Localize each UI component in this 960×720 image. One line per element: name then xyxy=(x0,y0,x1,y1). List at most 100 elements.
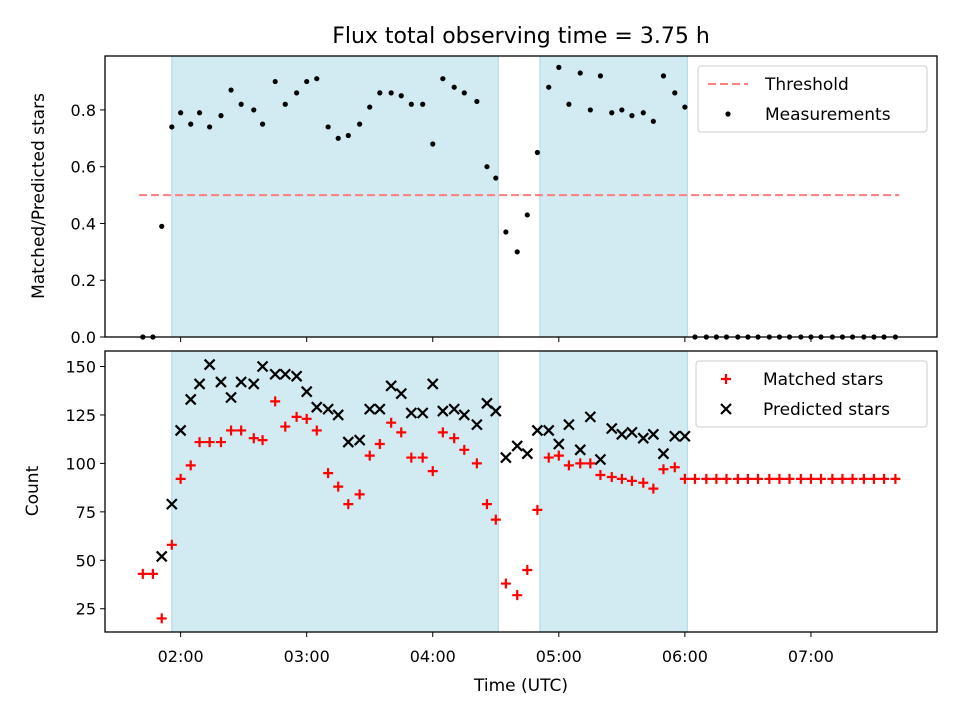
predicted-star-point xyxy=(215,376,227,388)
predicted-star-point xyxy=(184,393,197,406)
matched-star-point xyxy=(512,590,523,601)
measurement-point xyxy=(238,101,244,107)
measurement-point xyxy=(169,124,175,130)
predicted-star-point xyxy=(626,426,638,439)
matched-star-point xyxy=(847,473,858,484)
matched-star-point xyxy=(175,473,186,484)
measurement-point xyxy=(514,249,520,255)
matched-star-point xyxy=(449,433,460,444)
axes-frame xyxy=(104,55,938,338)
matched-star-point xyxy=(490,514,501,525)
matched-star-point xyxy=(257,435,268,446)
matched-star-point xyxy=(553,450,564,461)
matched-star-point xyxy=(137,568,148,579)
predicted-star-point xyxy=(225,391,237,404)
y-tick-label: 50 xyxy=(76,551,96,570)
matched-star-point xyxy=(626,475,637,486)
legend-label: Threshold xyxy=(764,75,849,95)
measurement-point xyxy=(159,223,165,229)
measurement-point xyxy=(650,118,656,124)
measurement-point xyxy=(619,107,625,113)
predicted-star-point xyxy=(416,407,429,419)
matched-star-point xyxy=(343,499,354,510)
predicted-star-point xyxy=(203,358,216,371)
measurement-point xyxy=(629,113,635,119)
measurement-point xyxy=(357,121,363,127)
predicted-star-point xyxy=(155,550,168,563)
matched-star-point xyxy=(185,460,196,471)
measurement-point xyxy=(534,149,540,156)
legend-box xyxy=(697,65,928,133)
predicted-star-point xyxy=(342,436,355,448)
matched-star-point xyxy=(291,411,302,422)
matched-star-point xyxy=(648,483,659,494)
x-tick-label: 06:00 xyxy=(662,647,708,666)
legend-label: Measurements xyxy=(765,105,891,125)
x-tick-label: 04:00 xyxy=(410,647,456,666)
matched-star-point xyxy=(764,473,775,484)
measurement-point xyxy=(597,73,604,79)
measurement-point xyxy=(272,78,278,85)
measurement-point xyxy=(430,141,436,147)
legend-marker xyxy=(720,403,732,415)
legend-marker xyxy=(721,374,731,384)
measurement-point xyxy=(440,76,446,82)
chart-title: Flux total observing time = 3.75 h xyxy=(332,24,710,49)
matched-star-point xyxy=(742,473,753,484)
measurement-point xyxy=(420,101,426,107)
matched-star-point xyxy=(575,458,586,469)
matched-star-point xyxy=(311,425,322,436)
y-tick-label: 0.6 xyxy=(71,158,96,177)
matched-star-point xyxy=(595,470,606,481)
predicted-star-point xyxy=(332,409,344,421)
measurement-point xyxy=(493,175,499,181)
matched-star-point xyxy=(805,473,816,484)
predicted-star-point xyxy=(322,403,334,415)
predicted-star-point xyxy=(490,405,502,417)
measurement-point xyxy=(640,110,646,116)
matched-star-point xyxy=(147,568,158,579)
matched-star-point xyxy=(374,439,385,450)
top-panel: 0.0 0.2 0.4 0.6 0.8 Threshold Measurements xyxy=(71,55,938,347)
measurement-point xyxy=(314,76,320,82)
matched-star-point xyxy=(270,396,281,407)
predicted-star-point xyxy=(290,370,303,382)
measurement-point xyxy=(345,132,351,139)
predicted-star-point xyxy=(395,387,408,400)
bottom-panel: 25 50 75 100 125 150 Matched stars Predicted st… xyxy=(65,350,938,637)
predicted-star-point xyxy=(448,403,460,415)
y-tick-label: 0.0 xyxy=(71,328,96,347)
measurement-point xyxy=(587,107,593,113)
y-tick-label: 150 xyxy=(65,358,96,377)
measurement-point xyxy=(196,110,203,116)
matched-star-point xyxy=(406,452,417,463)
matched-star-point xyxy=(333,481,344,492)
predicted-star-point xyxy=(405,407,418,419)
matched-star-point xyxy=(711,473,722,484)
x-tick-label: 07:00 xyxy=(788,647,834,666)
predicted-star-point xyxy=(374,403,386,415)
measurement-point xyxy=(282,101,288,107)
matched-star-point xyxy=(522,564,533,575)
measurement-point xyxy=(294,90,300,96)
measurement-point xyxy=(325,124,331,130)
predicted-star-point xyxy=(647,428,660,441)
predicted-star-point xyxy=(521,447,534,460)
measurement-point xyxy=(461,90,467,96)
shaded-band xyxy=(171,55,499,338)
matched-star-point xyxy=(301,413,312,424)
measurement-point xyxy=(398,93,404,99)
matched-star-point xyxy=(543,452,554,463)
predicted-star-point xyxy=(563,418,575,431)
predicted-star-point xyxy=(353,434,366,446)
measurement-point xyxy=(207,124,213,130)
bottom-y-axis-label: Count xyxy=(23,465,43,516)
y-tick-label: 100 xyxy=(65,454,96,473)
legend: Threshold Measurements xyxy=(697,65,928,133)
matched-star-point xyxy=(868,473,879,484)
matched-star-point xyxy=(816,473,827,484)
measurement-point xyxy=(178,110,184,116)
matched-star-point xyxy=(679,473,690,484)
legend: Matched stars Predicted stars xyxy=(695,360,928,428)
